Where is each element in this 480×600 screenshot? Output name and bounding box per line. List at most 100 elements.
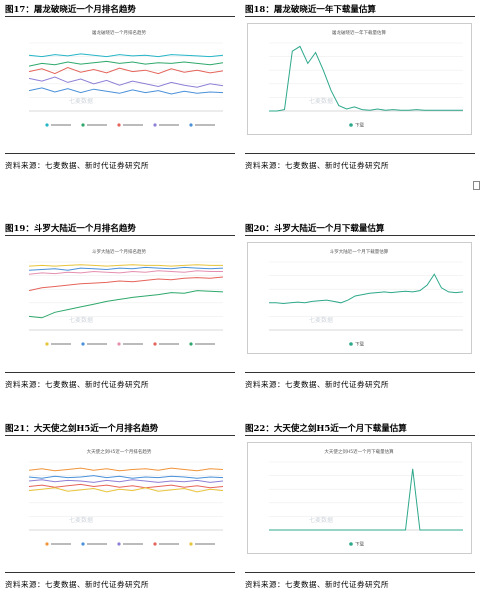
legend-dot: [349, 542, 353, 546]
series-line: [28, 467, 224, 472]
chart-title: 屠龙破晓近一年下载量估算: [332, 29, 386, 36]
legend-dot: [117, 123, 121, 127]
series-line: [269, 468, 463, 531]
figure-label: 图21：: [5, 424, 34, 434]
figure: 图17：屠龙破晓近一个月排名趋势 资料来源：七麦数据、新时代证券研究所 屠龙破晓近一…: [5, 3, 235, 178]
legend-label: 下载: [355, 541, 364, 548]
figure: 图21：大天使之剑H5近一个月排名趋势 资料来源：七麦数据、新时代证券研究所 大天使…: [5, 422, 235, 597]
source-rule: [5, 153, 235, 154]
source: 资料来源：七麦数据、新时代证券研究所: [5, 580, 149, 589]
legend-dot: [45, 542, 49, 546]
legend-dot: [45, 123, 49, 127]
series-line: [28, 266, 224, 271]
chart-frame: [247, 23, 472, 135]
chart-title: 斗罗大陆近一个月下载量估算: [330, 248, 389, 255]
legend-text: [159, 124, 179, 126]
series-line: [28, 290, 224, 319]
series-line: [28, 66, 224, 75]
side-marker: [473, 181, 480, 190]
figure-title: 图22：大天使之剑H5近一个月下载量估算: [245, 422, 407, 434]
source: 资料来源：七麦数据、新时代证券研究所: [5, 380, 149, 389]
series-line: [28, 276, 224, 292]
legend-dot: [189, 123, 193, 127]
watermark: 七麦数据: [69, 316, 93, 324]
legend-text: [195, 543, 215, 545]
chart-frame: [247, 442, 472, 554]
source-rule: [245, 372, 475, 373]
figure: 图19：斗罗大陆近一个月排名趋势资料来源：七麦数据、新时代证券研究所 斗罗大陆近一…: [5, 222, 235, 397]
legend-text: [51, 343, 71, 345]
source-rule: [245, 572, 475, 573]
title-rule: [5, 16, 235, 17]
chart-title: 大天使之剑H5近一个月排名趋势: [87, 448, 152, 455]
source-rule: [5, 372, 235, 373]
legend-label: 下载: [355, 122, 364, 129]
watermark: 七麦数据: [309, 97, 333, 105]
figure-label: 图20：: [245, 224, 274, 234]
series-line: [269, 45, 463, 112]
figure-name: 屠龙破晓近一个月排名趋势: [33, 5, 136, 15]
source-rule: [245, 153, 475, 154]
title-rule: [245, 235, 475, 236]
chart-title: 大天使之剑H5近一个月下载量估算: [324, 448, 394, 455]
source: 资料来源：七麦数据、新时代证券研究所: [245, 380, 389, 389]
figure-title: 图18：屠龙破晓近一年下载量估算: [245, 3, 376, 15]
watermark: 七麦数据: [69, 97, 93, 105]
figure-title: 图19：斗罗大陆近一个月排名趋势: [5, 222, 136, 234]
title-rule: [5, 435, 235, 436]
series-line: [28, 270, 223, 275]
title-rule: [245, 16, 475, 17]
figure-title: 图17：屠龙破晓近一个月排名趋势: [5, 3, 136, 15]
figure-label: 图18：: [245, 5, 274, 15]
figure-name: 大天使之剑H5近一个月下载量估算: [273, 424, 407, 434]
figure-name: 斗罗大陆近一个月下载量估算: [273, 224, 385, 234]
series-line: [28, 475, 224, 479]
legend-dot: [81, 342, 85, 346]
legend-dot: [81, 542, 85, 546]
legend-text: [123, 343, 143, 345]
legend-text: [159, 343, 179, 345]
figure-label: 图17：: [5, 5, 34, 15]
legend-dot: [153, 342, 157, 346]
title-rule: [245, 435, 475, 436]
series-line: [28, 483, 224, 489]
series-line: [28, 53, 224, 58]
figure: 图22：大天使之剑H5近一个月下载量估算 资料来源：七麦数据、新时代证券研究所 大天…: [245, 422, 475, 597]
figure-title: 图21：大天使之剑H5近一个月排名趋势: [5, 422, 158, 434]
source-rule: [5, 572, 235, 573]
source: 资料来源：七麦数据、新时代证券研究所: [5, 161, 149, 170]
legend-text: [195, 124, 215, 126]
figure-title: 图20：斗罗大陆近一个月下载量估算: [245, 222, 384, 234]
legend-text: [123, 543, 143, 545]
chart-title: 屠龙破晓近一个月排名趋势: [92, 29, 146, 36]
legend-dot: [189, 342, 193, 346]
series-line: [28, 264, 223, 267]
source: 资料来源：七麦数据、新时代证券研究所: [245, 580, 389, 589]
figure-label: 图22：: [245, 424, 274, 434]
series-line: [28, 479, 224, 483]
legend-text: [123, 124, 143, 126]
legend-text: [195, 343, 215, 345]
legend-dot: [349, 342, 353, 346]
legend-dot: [349, 123, 353, 127]
series-line: [269, 273, 464, 305]
legend-dot: [117, 542, 121, 546]
watermark: 七麦数据: [309, 316, 333, 324]
figure-name: 大天使之剑H5近一个月排名趋势: [33, 424, 159, 434]
chart-frame: [247, 242, 472, 354]
title-rule: [5, 235, 235, 236]
legend-text: [51, 543, 71, 545]
series-line: [28, 60, 224, 67]
figure: 图20：斗罗大陆近一个月下载量估算 资料来源：七麦数据、新时代证券研究所 斗罗大陆近…: [245, 222, 475, 397]
legend-label: 下载: [355, 341, 364, 348]
watermark: 七麦数据: [69, 516, 93, 524]
legend-text: [87, 124, 107, 126]
source: 资料来源：七麦数据、新时代证券研究所: [245, 161, 389, 170]
